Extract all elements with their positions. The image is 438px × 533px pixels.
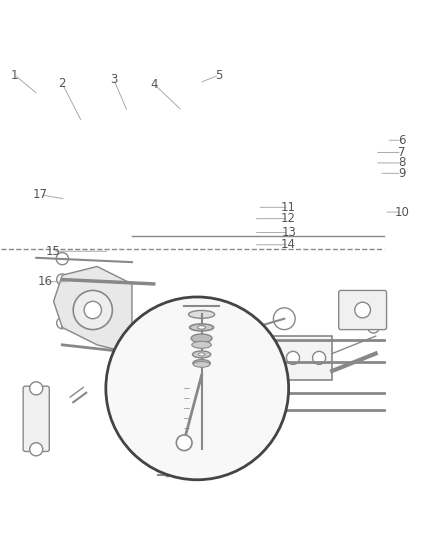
Text: 9: 9 — [398, 167, 406, 180]
Ellipse shape — [193, 361, 210, 367]
Circle shape — [56, 253, 68, 265]
Ellipse shape — [198, 353, 205, 356]
Circle shape — [313, 351, 325, 365]
Circle shape — [30, 443, 43, 456]
Circle shape — [57, 318, 68, 329]
Circle shape — [273, 308, 295, 329]
Text: 14: 14 — [281, 238, 296, 251]
Text: 13: 13 — [281, 226, 296, 239]
Text: 3: 3 — [110, 73, 117, 86]
Ellipse shape — [198, 326, 205, 329]
Circle shape — [286, 351, 300, 365]
Text: 6: 6 — [398, 134, 406, 147]
Text: 17: 17 — [32, 188, 47, 201]
Text: 8: 8 — [398, 156, 406, 169]
Ellipse shape — [192, 341, 212, 349]
Text: 11: 11 — [281, 201, 296, 214]
Ellipse shape — [193, 360, 210, 367]
Circle shape — [30, 382, 43, 395]
Circle shape — [368, 322, 379, 333]
Text: 10: 10 — [394, 206, 409, 219]
Circle shape — [73, 290, 113, 329]
Text: 1: 1 — [11, 69, 18, 82]
Text: 7: 7 — [398, 146, 406, 159]
Circle shape — [120, 403, 131, 413]
Text: 16: 16 — [37, 275, 53, 288]
Circle shape — [57, 274, 68, 285]
Ellipse shape — [190, 324, 214, 331]
Polygon shape — [53, 266, 132, 353]
FancyBboxPatch shape — [339, 290, 387, 329]
Circle shape — [106, 297, 289, 480]
Ellipse shape — [188, 310, 215, 318]
Ellipse shape — [192, 351, 211, 358]
Text: 2: 2 — [59, 77, 66, 90]
Circle shape — [177, 435, 192, 450]
Text: 12: 12 — [281, 212, 296, 225]
FancyBboxPatch shape — [23, 386, 49, 451]
Bar — [262, 336, 332, 379]
Circle shape — [84, 301, 102, 319]
Circle shape — [355, 302, 371, 318]
Text: 5: 5 — [215, 69, 223, 82]
Ellipse shape — [191, 334, 212, 343]
Text: 4: 4 — [151, 78, 159, 91]
Text: 15: 15 — [45, 245, 60, 258]
